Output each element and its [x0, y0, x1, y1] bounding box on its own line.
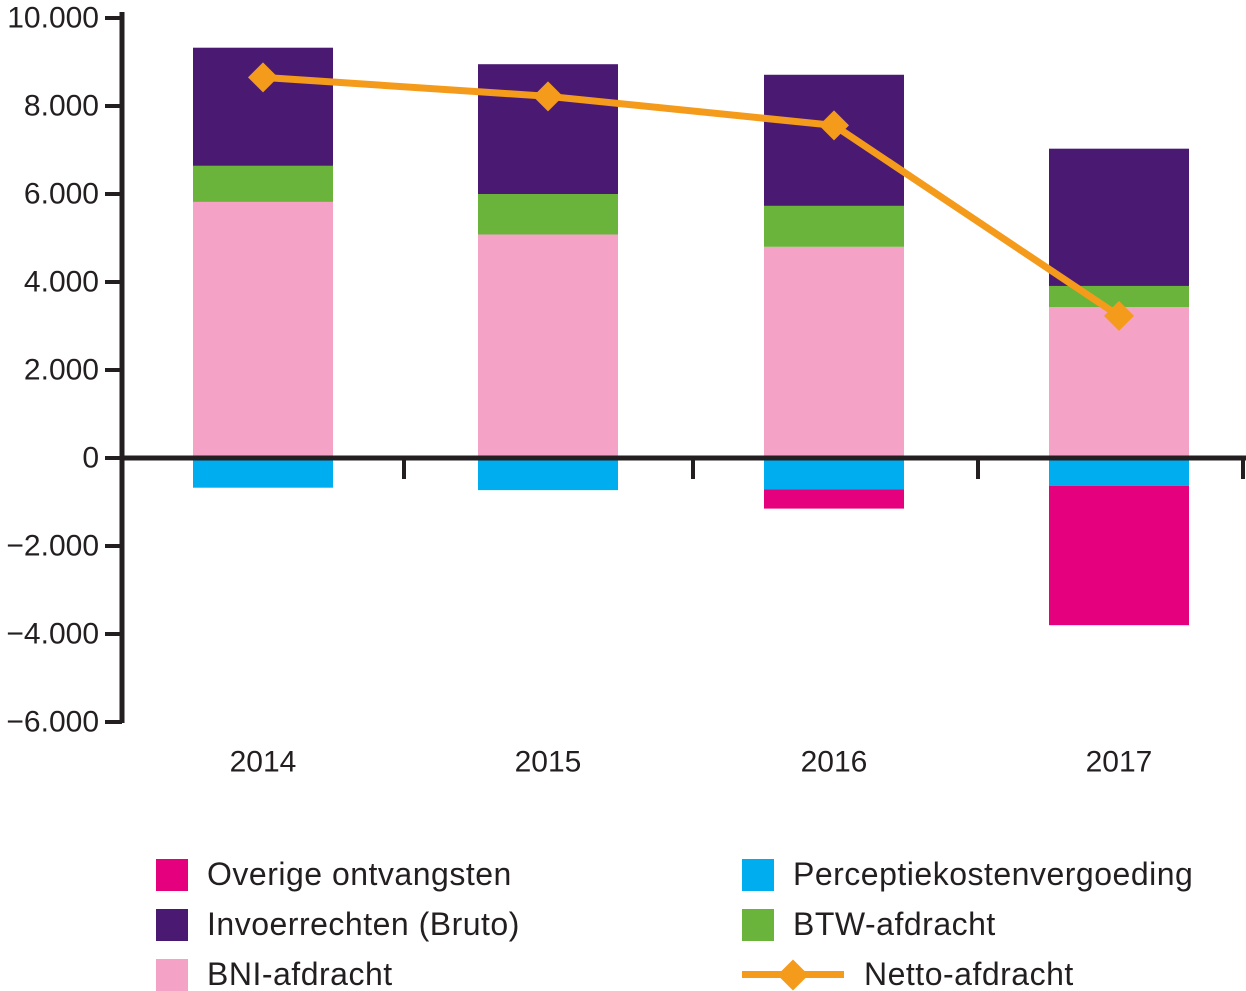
perceptiekostenvergoeding-swatch-icon — [742, 858, 774, 891]
legend-item-invoerrechten-bruto: Invoerrechten (Bruto) — [156, 906, 742, 942]
legend-item-netto-afdracht: Netto-afdracht — [742, 956, 1193, 991]
bar-segment — [478, 234, 618, 458]
netto-afdracht-marker-icon — [533, 81, 563, 112]
legend-label: BNI-afdracht — [207, 956, 393, 991]
netto-afdracht-diamond-icon — [777, 958, 809, 991]
bar-segment — [193, 458, 333, 488]
y-axis-tick-label: 2.000 — [24, 354, 99, 387]
btw-afdracht-swatch-icon — [742, 908, 774, 941]
stacked-bar-line-chart: 10.000 8.000 6.000 4.000 2.000 0 −2.000 −4.000 −… — [6, 2, 1246, 779]
legend-item-btw-afdracht: BTW-afdracht — [742, 906, 1193, 942]
y-axis-tick-label: −2.000 — [6, 530, 99, 563]
chart-legend: Overige ontvangsten Perceptiekostenvergo… — [156, 856, 1194, 991]
y-axis-tick-label: 6.000 — [24, 178, 99, 211]
bar-segment — [764, 458, 904, 490]
bar-segment — [193, 201, 333, 459]
x-axis-year-label: 2014 — [230, 746, 297, 779]
y-axis-tick-label: 0 — [82, 442, 99, 475]
netto-afdracht-marker-icon — [1104, 300, 1134, 331]
bar-segment — [1049, 485, 1189, 626]
bar-segment — [764, 246, 904, 458]
bar-segment — [764, 205, 904, 247]
y-axis-tick-label: 8.000 — [24, 90, 99, 123]
legend-label: BTW-afdracht — [793, 906, 996, 942]
legend-label: Netto-afdracht — [864, 956, 1074, 991]
x-axis-year-label: 2017 — [1086, 746, 1153, 779]
bni-afdracht-swatch-icon — [156, 958, 188, 991]
bar-segment — [478, 458, 618, 491]
invoerrechten-bruto-swatch-icon — [156, 908, 188, 941]
bar-segment — [1049, 307, 1189, 458]
legend-label: Overige ontvangsten — [207, 856, 512, 892]
y-axis-tick-label: −4.000 — [6, 618, 99, 651]
netto-afdracht-marker-icon — [248, 62, 278, 93]
y-axis-tick-label: 4.000 — [24, 266, 99, 299]
bar-segment — [193, 165, 333, 202]
y-axis-tick-label: 10.000 — [7, 2, 99, 35]
netto-afdracht-line-icon — [742, 958, 844, 991]
legend-item-overige-ontvangsten: Overige ontvangsten — [156, 856, 742, 892]
netto-afdracht-line — [262, 73, 1121, 319]
legend-item-perceptiekostenvergoeding: Perceptiekostenvergoeding — [742, 856, 1194, 892]
bar-segment — [478, 194, 618, 235]
bar-segment — [764, 489, 904, 509]
y-axis-tick-label: −6.000 — [6, 706, 99, 739]
legend-label: Perceptiekostenvergoeding — [793, 856, 1194, 892]
netto-afdracht-marker-icon — [819, 110, 849, 141]
bar-segment — [1049, 148, 1189, 286]
x-axis-year-label: 2015 — [515, 746, 582, 779]
legend-item-bni-afdracht: BNI-afdracht — [156, 956, 742, 991]
bar-segment — [1049, 458, 1189, 486]
legend-label: Invoerrechten (Bruto) — [207, 906, 520, 942]
overige-ontvangsten-swatch-icon — [156, 858, 188, 891]
x-axis-year-label: 2016 — [801, 746, 868, 779]
